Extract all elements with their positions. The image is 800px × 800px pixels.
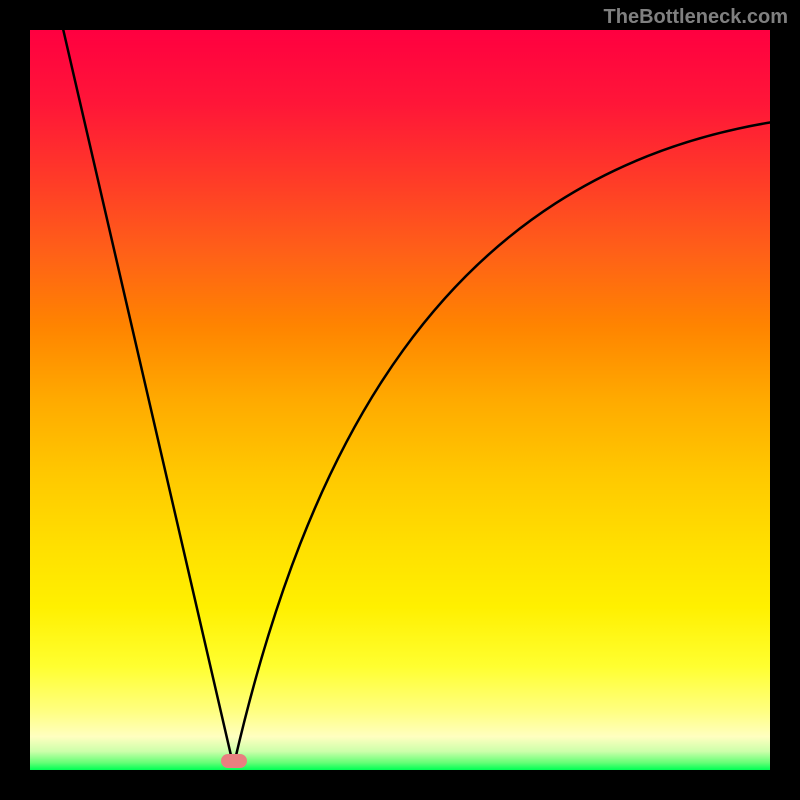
watermark-text: TheBottleneck.com	[604, 6, 788, 29]
bottleneck-chart	[30, 30, 770, 770]
bottleneck-curve	[30, 30, 770, 770]
optimal-point-marker	[221, 754, 247, 768]
